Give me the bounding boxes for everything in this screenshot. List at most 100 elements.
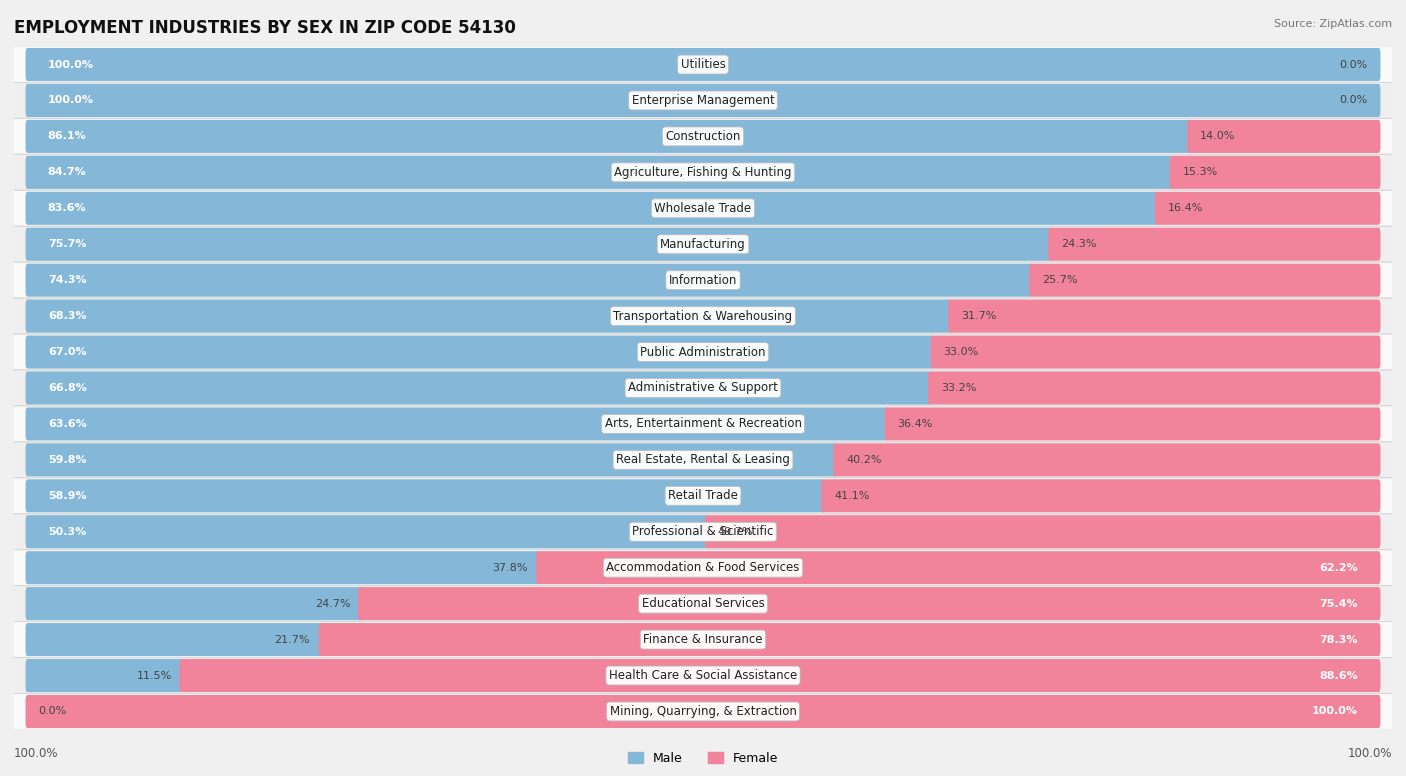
FancyBboxPatch shape bbox=[25, 84, 1381, 117]
FancyBboxPatch shape bbox=[25, 480, 825, 512]
FancyBboxPatch shape bbox=[25, 587, 363, 620]
Text: 25.7%: 25.7% bbox=[1042, 275, 1077, 285]
FancyBboxPatch shape bbox=[0, 586, 1406, 622]
FancyBboxPatch shape bbox=[319, 623, 1381, 656]
FancyBboxPatch shape bbox=[25, 695, 1381, 728]
FancyBboxPatch shape bbox=[25, 156, 1174, 189]
Text: 75.4%: 75.4% bbox=[1320, 598, 1358, 608]
Text: Construction: Construction bbox=[665, 130, 741, 143]
Text: 24.7%: 24.7% bbox=[315, 598, 350, 608]
FancyBboxPatch shape bbox=[180, 659, 1381, 692]
FancyBboxPatch shape bbox=[834, 443, 1381, 476]
Text: 84.7%: 84.7% bbox=[48, 168, 87, 178]
FancyBboxPatch shape bbox=[0, 334, 1406, 370]
FancyBboxPatch shape bbox=[0, 227, 1406, 262]
Text: 36.4%: 36.4% bbox=[897, 419, 934, 429]
FancyBboxPatch shape bbox=[1029, 264, 1381, 296]
FancyBboxPatch shape bbox=[0, 154, 1406, 190]
Text: 74.3%: 74.3% bbox=[48, 275, 86, 285]
Text: 86.1%: 86.1% bbox=[48, 131, 87, 141]
Text: 75.7%: 75.7% bbox=[48, 239, 86, 249]
Text: 50.3%: 50.3% bbox=[48, 527, 86, 537]
Text: Manufacturing: Manufacturing bbox=[661, 237, 745, 251]
FancyBboxPatch shape bbox=[704, 515, 1381, 549]
Text: Arts, Entertainment & Recreation: Arts, Entertainment & Recreation bbox=[605, 417, 801, 431]
Text: Utilities: Utilities bbox=[681, 58, 725, 71]
FancyBboxPatch shape bbox=[0, 47, 1406, 82]
FancyBboxPatch shape bbox=[25, 48, 1381, 81]
Text: 100.0%: 100.0% bbox=[14, 747, 59, 760]
Text: Educational Services: Educational Services bbox=[641, 598, 765, 610]
Text: Wholesale Trade: Wholesale Trade bbox=[654, 202, 752, 215]
Text: Administrative & Support: Administrative & Support bbox=[628, 382, 778, 394]
FancyBboxPatch shape bbox=[25, 623, 323, 656]
FancyBboxPatch shape bbox=[0, 442, 1406, 478]
FancyBboxPatch shape bbox=[25, 227, 1052, 261]
FancyBboxPatch shape bbox=[0, 657, 1406, 694]
Text: 33.0%: 33.0% bbox=[943, 347, 979, 357]
Text: 37.8%: 37.8% bbox=[492, 563, 527, 573]
Text: Accommodation & Food Services: Accommodation & Food Services bbox=[606, 561, 800, 574]
Text: Information: Information bbox=[669, 274, 737, 286]
Text: Finance & Insurance: Finance & Insurance bbox=[644, 633, 762, 646]
FancyBboxPatch shape bbox=[0, 82, 1406, 119]
FancyBboxPatch shape bbox=[0, 298, 1406, 334]
Text: Health Care & Social Assistance: Health Care & Social Assistance bbox=[609, 669, 797, 682]
FancyBboxPatch shape bbox=[948, 300, 1381, 333]
Text: 15.3%: 15.3% bbox=[1182, 168, 1218, 178]
FancyBboxPatch shape bbox=[0, 190, 1406, 227]
Text: Transportation & Warehousing: Transportation & Warehousing bbox=[613, 310, 793, 323]
Text: Public Administration: Public Administration bbox=[640, 345, 766, 359]
FancyBboxPatch shape bbox=[25, 407, 889, 441]
FancyBboxPatch shape bbox=[1047, 227, 1381, 261]
Text: Real Estate, Rental & Leasing: Real Estate, Rental & Leasing bbox=[616, 453, 790, 466]
FancyBboxPatch shape bbox=[25, 120, 1192, 153]
FancyBboxPatch shape bbox=[1154, 192, 1381, 225]
Text: 41.1%: 41.1% bbox=[834, 491, 869, 501]
Text: 100.0%: 100.0% bbox=[1312, 706, 1358, 716]
FancyBboxPatch shape bbox=[928, 372, 1381, 404]
Text: 24.3%: 24.3% bbox=[1062, 239, 1097, 249]
Text: 58.9%: 58.9% bbox=[48, 491, 86, 501]
FancyBboxPatch shape bbox=[931, 335, 1381, 369]
Text: Retail Trade: Retail Trade bbox=[668, 490, 738, 502]
FancyBboxPatch shape bbox=[1170, 156, 1381, 189]
Text: 68.3%: 68.3% bbox=[48, 311, 86, 321]
Text: 83.6%: 83.6% bbox=[48, 203, 86, 213]
Text: 67.0%: 67.0% bbox=[48, 347, 86, 357]
Text: 21.7%: 21.7% bbox=[274, 635, 309, 645]
Text: 88.6%: 88.6% bbox=[1319, 670, 1358, 681]
Text: 40.2%: 40.2% bbox=[846, 455, 882, 465]
FancyBboxPatch shape bbox=[884, 407, 1381, 441]
Text: 33.2%: 33.2% bbox=[941, 383, 976, 393]
FancyBboxPatch shape bbox=[821, 480, 1381, 512]
Text: EMPLOYMENT INDUSTRIES BY SEX IN ZIP CODE 54130: EMPLOYMENT INDUSTRIES BY SEX IN ZIP CODE… bbox=[14, 19, 516, 37]
Text: 49.7%: 49.7% bbox=[718, 527, 754, 537]
FancyBboxPatch shape bbox=[25, 443, 838, 476]
Text: 0.0%: 0.0% bbox=[1340, 60, 1368, 70]
FancyBboxPatch shape bbox=[0, 549, 1406, 586]
Text: 0.0%: 0.0% bbox=[38, 706, 66, 716]
FancyBboxPatch shape bbox=[25, 551, 540, 584]
FancyBboxPatch shape bbox=[0, 119, 1406, 154]
Text: Enterprise Management: Enterprise Management bbox=[631, 94, 775, 107]
Text: 31.7%: 31.7% bbox=[962, 311, 997, 321]
FancyBboxPatch shape bbox=[0, 514, 1406, 549]
Text: 11.5%: 11.5% bbox=[136, 670, 172, 681]
Text: Mining, Quarrying, & Extraction: Mining, Quarrying, & Extraction bbox=[610, 705, 796, 718]
Text: 0.0%: 0.0% bbox=[1340, 95, 1368, 106]
FancyBboxPatch shape bbox=[0, 406, 1406, 442]
FancyBboxPatch shape bbox=[536, 551, 1381, 584]
FancyBboxPatch shape bbox=[359, 587, 1381, 620]
Text: 100.0%: 100.0% bbox=[1347, 747, 1392, 760]
FancyBboxPatch shape bbox=[25, 192, 1159, 225]
Text: Source: ZipAtlas.com: Source: ZipAtlas.com bbox=[1274, 19, 1392, 29]
Text: 63.6%: 63.6% bbox=[48, 419, 87, 429]
Text: 59.8%: 59.8% bbox=[48, 455, 86, 465]
FancyBboxPatch shape bbox=[25, 659, 186, 692]
FancyBboxPatch shape bbox=[25, 335, 935, 369]
FancyBboxPatch shape bbox=[1187, 120, 1381, 153]
Text: 66.8%: 66.8% bbox=[48, 383, 87, 393]
FancyBboxPatch shape bbox=[0, 478, 1406, 514]
Text: 78.3%: 78.3% bbox=[1320, 635, 1358, 645]
